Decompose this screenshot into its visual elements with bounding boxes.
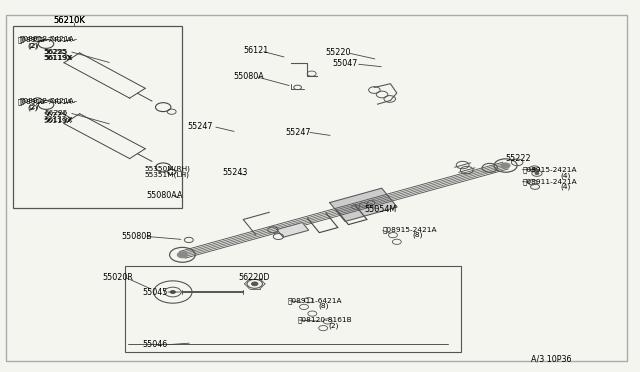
Text: 55247: 55247 — [285, 128, 311, 137]
Text: (8): (8) — [319, 303, 329, 310]
Text: (4): (4) — [560, 172, 570, 179]
Text: 55045: 55045 — [142, 288, 168, 296]
Text: 55351M(LH): 55351M(LH) — [144, 171, 189, 178]
Text: 55020R: 55020R — [102, 273, 133, 282]
Text: 55247: 55247 — [188, 122, 213, 131]
Circle shape — [170, 291, 175, 294]
Text: 55222: 55222 — [506, 154, 531, 163]
Text: Ⓑ08120-8161B: Ⓑ08120-8161B — [298, 317, 352, 323]
Text: Ⓡ08915-2421A: Ⓡ08915-2421A — [522, 167, 577, 173]
Text: 55080AA: 55080AA — [146, 191, 182, 200]
Text: ⓝ08911-6421A: ⓝ08911-6421A — [288, 297, 342, 304]
Polygon shape — [277, 222, 308, 237]
Text: (2): (2) — [328, 322, 339, 329]
Text: (2): (2) — [28, 103, 38, 110]
Text: (2): (2) — [28, 105, 38, 111]
Text: (4): (4) — [560, 184, 570, 190]
Text: 55054M: 55054M — [365, 205, 397, 214]
Text: 56225: 56225 — [45, 110, 68, 116]
Polygon shape — [330, 188, 397, 221]
Text: (8): (8) — [413, 232, 423, 238]
Text: 56225: 56225 — [45, 49, 68, 55]
Text: ⓝ08911-2421A: ⓝ08911-2421A — [522, 178, 577, 185]
Text: 55350M(RH): 55350M(RH) — [144, 166, 190, 172]
Text: 56121: 56121 — [243, 46, 268, 55]
Text: 56210K: 56210K — [53, 16, 85, 25]
Bar — [125, 266, 461, 352]
Circle shape — [177, 252, 188, 258]
Text: 56119X: 56119X — [44, 55, 72, 61]
Text: 56210K: 56210K — [53, 16, 85, 25]
Text: 56119X: 56119X — [45, 55, 74, 61]
Text: 55047: 55047 — [333, 60, 358, 68]
Circle shape — [535, 172, 539, 174]
Text: 55080B: 55080B — [122, 232, 152, 241]
Circle shape — [252, 282, 258, 286]
Text: 56119X: 56119X — [45, 117, 74, 123]
Text: 55243: 55243 — [223, 169, 248, 177]
Text: 55080A: 55080A — [233, 72, 264, 81]
Text: Ⓡ08915-2421A: Ⓡ08915-2421A — [383, 226, 437, 233]
Text: 56225: 56225 — [44, 112, 67, 118]
Text: A/3 10P36: A/3 10P36 — [531, 355, 572, 363]
Text: ⓝ08912-7421A–: ⓝ08912-7421A– — [19, 36, 77, 42]
Text: (2): (2) — [28, 42, 38, 49]
Circle shape — [532, 168, 536, 170]
Text: 56225: 56225 — [44, 49, 67, 55]
Text: 55220: 55220 — [325, 48, 351, 57]
Text: ⓝ08912-7421A–: ⓝ08912-7421A– — [18, 98, 76, 105]
Circle shape — [501, 163, 510, 168]
Text: 56119X: 56119X — [44, 118, 72, 124]
Text: 56220D: 56220D — [238, 273, 269, 282]
Text: (2): (2) — [28, 42, 38, 49]
Text: ⓝ08912-7421A–: ⓝ08912-7421A– — [19, 97, 77, 104]
Bar — [13, 26, 182, 208]
Text: 55046: 55046 — [142, 340, 167, 349]
Text: ⓝ08912-7421A–: ⓝ08912-7421A– — [18, 36, 76, 43]
